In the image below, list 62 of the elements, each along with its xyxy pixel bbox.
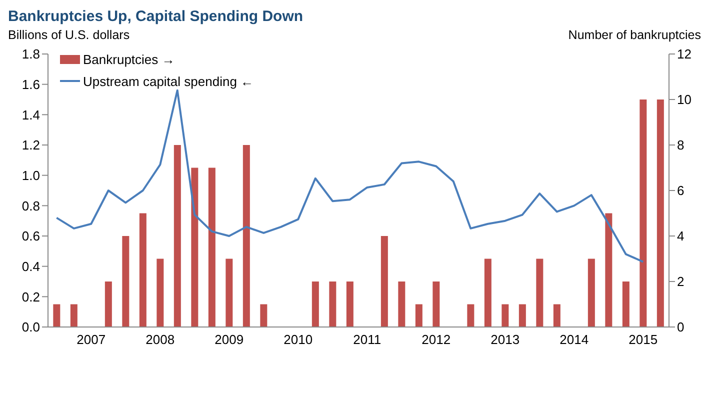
y-tick-label: 0.0: [22, 320, 40, 335]
x-tick-label: 2011: [353, 332, 382, 348]
bar: [329, 282, 336, 327]
bar: [260, 304, 268, 327]
bar: [518, 304, 526, 327]
y-tick-label: 1.4: [22, 107, 40, 122]
bar: [622, 282, 630, 327]
y-tick-label: 1.2: [22, 138, 40, 153]
y2-tick-label: 12: [677, 46, 692, 62]
bar: [484, 258, 492, 327]
bar: [432, 282, 440, 327]
bar: [70, 304, 78, 327]
bar: [208, 168, 216, 327]
y-tick-label: 1.6: [22, 76, 40, 92]
bar: [53, 304, 60, 327]
x-tick-label: 2013: [490, 332, 520, 348]
bar: [467, 304, 474, 327]
x-tick-label: 2007: [76, 332, 106, 348]
y-tick-label: 0.6: [22, 228, 40, 244]
bar: [656, 100, 664, 327]
bar: [398, 282, 406, 327]
y-tick-label: 0.2: [22, 289, 40, 304]
y-axis-title: Billions of U.S. dollars: [8, 28, 130, 44]
y2-tick-label: 4: [677, 228, 684, 244]
bar: [553, 304, 560, 327]
bar: [415, 304, 422, 327]
y-tick-label: 1.0: [22, 168, 40, 183]
y2-tick-label: 10: [677, 92, 692, 108]
y2-tick-label: 2: [677, 274, 684, 290]
bar: [174, 145, 181, 327]
legend-label: Upstream capital spending ←: [83, 74, 254, 88]
bar: [139, 213, 146, 327]
bar: [536, 258, 544, 327]
bar: [122, 236, 130, 327]
x-tick-label: 2009: [214, 332, 244, 348]
x-tick-label: 2014: [560, 332, 589, 348]
bar: [605, 213, 612, 327]
y2-tick-label: 6: [677, 183, 684, 198]
y-tick-label: 0.8: [22, 198, 40, 214]
bar: [588, 258, 595, 327]
y2-tick-label: 8: [677, 138, 684, 153]
y2-tick-label: 0: [677, 320, 684, 335]
x-tick-label: 2008: [146, 332, 175, 348]
bar: [346, 282, 354, 327]
bar: [156, 258, 164, 327]
x-tick-label: 2010: [284, 332, 313, 348]
y-tick-label: 1.8: [22, 46, 40, 62]
line-series: [56, 89, 644, 263]
bar: [502, 304, 509, 327]
bar: [104, 282, 112, 327]
bar: [380, 236, 388, 327]
y2-axis-title: Number of bankruptcies: [568, 28, 701, 44]
y-tick-label: 0.4: [22, 258, 40, 274]
bar: [242, 145, 250, 327]
chart-title: Bankruptcies Up, Capital Spending Down: [8, 8, 304, 27]
bar: [226, 258, 233, 327]
bar: [640, 100, 647, 327]
bar: [312, 282, 319, 327]
x-tick-label: 2015: [628, 332, 658, 348]
x-tick-label: 2012: [422, 332, 451, 348]
legend-label: Bankruptcies →: [83, 52, 175, 66]
bar: [191, 168, 198, 327]
